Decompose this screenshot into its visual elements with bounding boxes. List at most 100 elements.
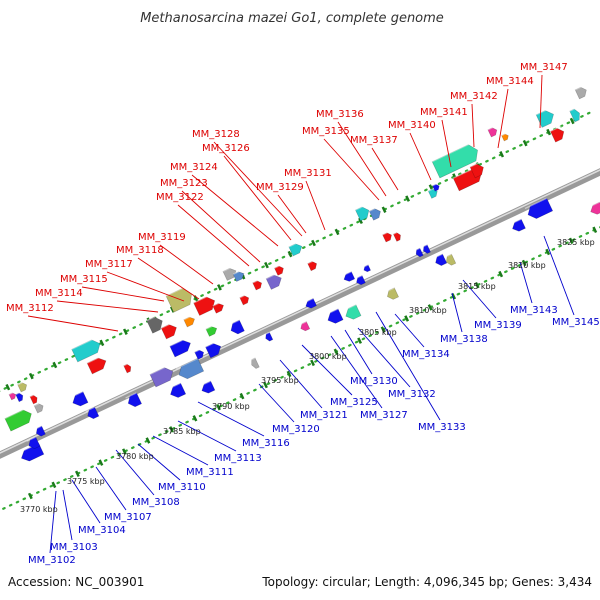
gene-feature	[265, 271, 282, 290]
leader-line	[451, 292, 463, 333]
gene-arrow	[21, 442, 45, 462]
gene-arrow	[569, 108, 580, 123]
reverse-gene-label: MM_3130	[350, 376, 398, 387]
gene-arrow	[415, 247, 424, 258]
gene-arrow	[265, 274, 282, 290]
leader-line	[497, 88, 509, 149]
gene-arrow	[29, 394, 38, 405]
gene-feature	[71, 336, 101, 363]
gene-arrow	[252, 280, 262, 291]
track-tick	[74, 470, 80, 478]
gene-arrow	[307, 261, 317, 272]
gene-arrow-highlight	[265, 271, 280, 280]
gene-feature	[510, 218, 526, 232]
track-tick	[381, 206, 387, 213]
forward-gene-label: MM_3126	[202, 143, 250, 154]
gene-feature	[421, 244, 431, 254]
track-tick	[216, 403, 221, 411]
gene-feature	[15, 391, 24, 403]
reverse-gene-label: MM_3138	[440, 334, 488, 345]
gene-feature	[550, 125, 565, 143]
track-tick	[169, 426, 174, 433]
gene-arrow-highlight	[26, 436, 37, 442]
reverse-gene-label: MM_3120	[272, 424, 320, 435]
gene-arrow	[345, 304, 362, 320]
gene-arrow-highlight	[15, 391, 22, 396]
gene-arrow-highlight	[86, 354, 104, 364]
gene-arrow	[15, 392, 24, 403]
leader-line	[323, 138, 380, 201]
scale-label: 3780 kbp	[116, 452, 154, 461]
gene-feature	[29, 393, 38, 405]
gene-arrow-highlight	[524, 197, 548, 210]
gene-feature	[239, 293, 250, 306]
reverse-gene-label: MM_3145	[552, 317, 600, 328]
reverse-gene-label: MM_3113	[214, 453, 262, 464]
track-tick	[170, 306, 175, 313]
gene-arrow-highlight	[342, 304, 357, 312]
gene-arrow	[435, 253, 448, 266]
scale-label: 3800 kbp	[309, 352, 347, 361]
forward-gene-label: MM_3115	[60, 274, 108, 285]
gene-arrow	[527, 197, 554, 219]
leader-line	[258, 383, 295, 423]
gene-arrow	[382, 232, 392, 243]
track-tick	[263, 381, 268, 389]
gene-arrow-highlight	[510, 218, 522, 225]
gene-feature	[125, 392, 143, 408]
leader-line	[357, 327, 411, 388]
gene-feature	[8, 391, 17, 401]
gene-arrow	[183, 316, 195, 328]
track-tick	[27, 492, 33, 500]
gene-arrow-highlight	[125, 392, 137, 399]
gene-arrow	[232, 271, 245, 282]
track-tick	[428, 184, 434, 191]
forward-gene-label: MM_3118	[116, 245, 164, 256]
leader-line	[409, 132, 432, 181]
gene-feature	[588, 201, 600, 215]
gene-feature	[298, 320, 311, 332]
gene-arrow-highlight	[167, 382, 181, 390]
track-tick	[264, 261, 269, 269]
reverse-gene-label: MM_3104	[78, 525, 126, 536]
gene-arrow-highlight	[263, 331, 270, 336]
forward-gene-label: MM_3135	[302, 126, 350, 137]
gene-arrow	[590, 201, 600, 215]
forward-gene-label: MM_3114	[35, 288, 83, 299]
track-tick	[498, 270, 504, 278]
gene-feature	[205, 324, 218, 337]
track-tick	[239, 392, 245, 400]
gene-arrow-highlight	[325, 308, 339, 316]
gene-feature	[160, 321, 177, 340]
gene-arrow	[512, 218, 526, 232]
gene-feature	[123, 362, 132, 374]
gene-feature	[443, 253, 457, 266]
gene-arrow-highlight	[362, 264, 369, 269]
leader-line	[137, 443, 181, 481]
gene-feature	[249, 357, 260, 369]
gene-arrow	[274, 265, 284, 276]
gene-arrow	[178, 358, 205, 380]
forward-gene-label: MM_3147	[520, 62, 568, 73]
gene-arrow-highlight	[431, 141, 475, 163]
reverse-gene-label: MM_3133	[418, 422, 466, 433]
gene-arrow	[205, 343, 222, 359]
gene-arrow	[574, 86, 587, 100]
gene-arrow	[239, 295, 250, 306]
leader-line	[106, 271, 185, 302]
leader-line	[519, 261, 533, 304]
gene-arrow	[288, 243, 303, 257]
track-tick	[568, 237, 574, 245]
reverse-gene-label: MM_3132	[388, 389, 436, 400]
track-tick	[192, 415, 198, 422]
leader-line	[71, 479, 101, 524]
reverse-gene-label: MM_3107	[104, 512, 152, 523]
gene-arrow	[387, 287, 399, 300]
gene-arrow-highlight	[384, 287, 395, 293]
gene-arrow-highlight	[17, 380, 26, 386]
reverse-gene-label: MM_3103	[50, 542, 98, 553]
gene-arrow	[17, 382, 27, 393]
dotted-track-line	[0, 109, 595, 393]
reverse-gene-label: MM_3108	[132, 497, 180, 508]
gene-arrow-highlight	[501, 132, 508, 137]
